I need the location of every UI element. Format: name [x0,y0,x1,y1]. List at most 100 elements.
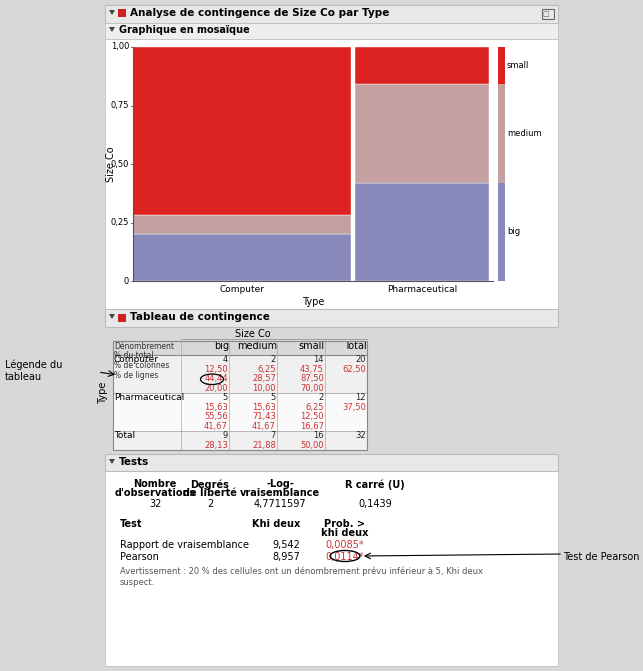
Text: 0,75: 0,75 [111,101,129,110]
Text: 0,25: 0,25 [111,218,129,227]
Text: Rapport de vraisemblance: Rapport de vraisemblance [120,540,249,550]
Bar [355,85,489,183]
Text: 10,00: 10,00 [252,384,276,393]
Text: Dénombrement: Dénombrement [114,342,174,351]
Text: small: small [507,61,529,70]
Text: 0,0085*: 0,0085* [326,540,365,550]
Text: Avertissement : 20 % des cellules ont un dénombrement prévu inférieur à 5, Khi d: Avertissement : 20 % des cellules ont un… [120,567,483,587]
Text: 44,44: 44,44 [204,374,228,384]
Text: 2: 2 [207,499,213,509]
Text: 41,67: 41,67 [204,422,228,431]
Text: Graphique en mosaïque: Graphique en mosaïque [119,25,249,35]
Text: 28,57: 28,57 [252,374,276,384]
Bar [105,23,558,39]
Text: Analyse de contingence de Size Co par Type: Analyse de contingence de Size Co par Ty… [130,8,390,18]
Bar [113,355,367,393]
Text: Size Co: Size Co [106,146,116,182]
Text: Type: Type [98,382,108,404]
Bar [105,454,558,471]
Text: big: big [214,341,229,351]
Text: 9: 9 [222,431,228,440]
Text: small: small [299,341,325,351]
Text: 12,50: 12,50 [300,413,324,421]
Text: 0,0114*: 0,0114* [326,552,364,562]
Text: 4,7711597: 4,7711597 [254,499,306,509]
Text: Size Co: Size Co [235,329,271,339]
Text: d'observations: d'observations [114,488,195,498]
Text: de liberté: de liberté [183,488,237,498]
Text: Test: Test [120,519,143,529]
Text: 5: 5 [271,393,276,403]
Text: 9,542: 9,542 [272,540,300,550]
Text: 55,56: 55,56 [204,413,228,421]
Polygon shape [109,314,115,319]
Text: 4: 4 [222,356,228,364]
Bar [542,9,554,19]
Bar [133,47,350,215]
Text: 43,75: 43,75 [300,365,324,374]
Bar [105,5,558,23]
Bar [355,47,489,85]
Text: 16: 16 [313,431,324,440]
Text: khi deux: khi deux [322,528,368,538]
Text: 12: 12 [356,393,366,403]
Text: 12,50: 12,50 [204,365,228,374]
Text: % de lignes: % de lignes [114,370,158,380]
Text: 20,00: 20,00 [204,384,228,393]
Text: 0,1439: 0,1439 [358,499,392,509]
Text: 32: 32 [356,431,366,440]
Text: 2: 2 [271,356,276,364]
Bar [113,393,367,431]
Text: % de colonnes: % de colonnes [114,361,169,370]
Text: Type: Type [302,297,324,307]
Text: % du total: % du total [114,352,154,360]
Text: 2: 2 [319,393,324,403]
Text: Total: Total [344,341,367,351]
Text: 32: 32 [149,499,161,509]
Bar [498,47,505,85]
Text: 71,43: 71,43 [252,413,276,421]
Text: Nombre: Nombre [133,479,177,489]
Text: 20: 20 [356,356,366,364]
Text: medium: medium [237,341,277,351]
Text: vraisemblance: vraisemblance [240,488,320,498]
Text: 16,67: 16,67 [300,422,324,431]
Text: -Log-: -Log- [266,479,294,489]
Bar [113,431,367,450]
Bar [133,234,350,281]
Text: Pharmaceutical: Pharmaceutical [114,393,185,403]
Text: □: □ [543,11,549,17]
Bar [113,341,367,450]
Text: Khi deux: Khi deux [252,519,300,529]
Bar [355,183,489,281]
Text: Computer: Computer [219,285,264,294]
Bar [133,215,350,234]
Text: 1,00: 1,00 [111,42,129,52]
Text: Pharmaceutical: Pharmaceutical [386,285,457,294]
Text: medium: medium [507,129,541,138]
Text: Tests: Tests [119,457,149,467]
Text: 70,00: 70,00 [300,384,324,393]
Bar [498,183,505,281]
Text: Degrés: Degrés [190,479,230,490]
Polygon shape [109,10,115,15]
Text: Tableau de contingence: Tableau de contingence [130,312,270,322]
Bar [118,9,126,17]
Text: 50,00: 50,00 [300,441,324,450]
Text: 5: 5 [222,393,228,403]
Text: 28,13: 28,13 [204,441,228,450]
Bar [105,471,558,666]
Text: 6,25: 6,25 [257,365,276,374]
Text: Test de Pearson: Test de Pearson [563,552,640,562]
Bar [105,309,558,327]
Text: 87,50: 87,50 [300,374,324,384]
Bar [498,85,505,183]
Text: 15,63: 15,63 [252,403,276,412]
Text: 7: 7 [271,431,276,440]
Text: 6,25: 6,25 [305,403,324,412]
Text: R carré (U): R carré (U) [345,479,405,490]
Polygon shape [109,27,115,32]
Text: 14: 14 [314,356,324,364]
Text: 0,50: 0,50 [111,160,129,168]
Polygon shape [109,459,115,464]
